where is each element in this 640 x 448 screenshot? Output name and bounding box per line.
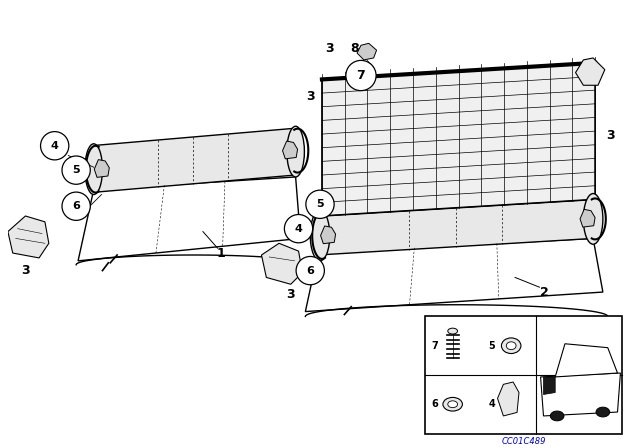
- Circle shape: [62, 192, 90, 220]
- Bar: [426, 316, 622, 434]
- Text: 3: 3: [606, 129, 615, 142]
- Ellipse shape: [310, 210, 330, 261]
- Circle shape: [346, 60, 376, 90]
- Text: 3: 3: [326, 42, 334, 55]
- Ellipse shape: [584, 194, 603, 244]
- Text: 5: 5: [316, 199, 324, 209]
- Polygon shape: [78, 177, 301, 261]
- Ellipse shape: [85, 144, 102, 194]
- Text: 6: 6: [72, 201, 80, 211]
- Polygon shape: [321, 226, 335, 244]
- Polygon shape: [91, 128, 296, 193]
- Text: 6: 6: [307, 266, 314, 276]
- Polygon shape: [322, 63, 595, 216]
- Polygon shape: [262, 243, 303, 284]
- Ellipse shape: [550, 411, 564, 421]
- Text: 3: 3: [306, 90, 314, 103]
- Ellipse shape: [448, 401, 458, 408]
- Text: 1: 1: [216, 246, 225, 259]
- Polygon shape: [318, 199, 593, 255]
- Polygon shape: [555, 344, 618, 377]
- Text: 7: 7: [356, 69, 365, 82]
- Polygon shape: [575, 58, 605, 85]
- Circle shape: [296, 256, 324, 285]
- Text: 4: 4: [294, 224, 303, 234]
- Ellipse shape: [501, 338, 521, 353]
- Text: 5: 5: [488, 341, 495, 351]
- Ellipse shape: [287, 126, 305, 177]
- Text: 3: 3: [21, 264, 29, 277]
- Ellipse shape: [506, 342, 516, 349]
- Text: 2: 2: [540, 285, 548, 298]
- Polygon shape: [357, 43, 376, 60]
- Polygon shape: [305, 238, 603, 311]
- Polygon shape: [282, 141, 298, 159]
- Polygon shape: [541, 373, 620, 416]
- Circle shape: [62, 156, 90, 184]
- Polygon shape: [543, 377, 555, 395]
- Text: 4: 4: [51, 141, 59, 151]
- Text: 4: 4: [488, 399, 495, 409]
- Text: 5: 5: [72, 165, 80, 175]
- Text: 8: 8: [350, 42, 358, 55]
- Polygon shape: [497, 382, 519, 416]
- Text: 6: 6: [432, 399, 438, 409]
- Circle shape: [306, 190, 334, 219]
- Text: 3: 3: [287, 288, 295, 301]
- Polygon shape: [580, 209, 595, 227]
- Ellipse shape: [443, 397, 463, 411]
- Ellipse shape: [448, 328, 458, 334]
- Text: 7: 7: [432, 341, 438, 351]
- Polygon shape: [8, 216, 49, 258]
- Circle shape: [40, 132, 69, 160]
- Text: CC01C489: CC01C489: [502, 437, 546, 446]
- Circle shape: [284, 215, 313, 243]
- Polygon shape: [94, 159, 109, 177]
- Ellipse shape: [596, 407, 610, 417]
